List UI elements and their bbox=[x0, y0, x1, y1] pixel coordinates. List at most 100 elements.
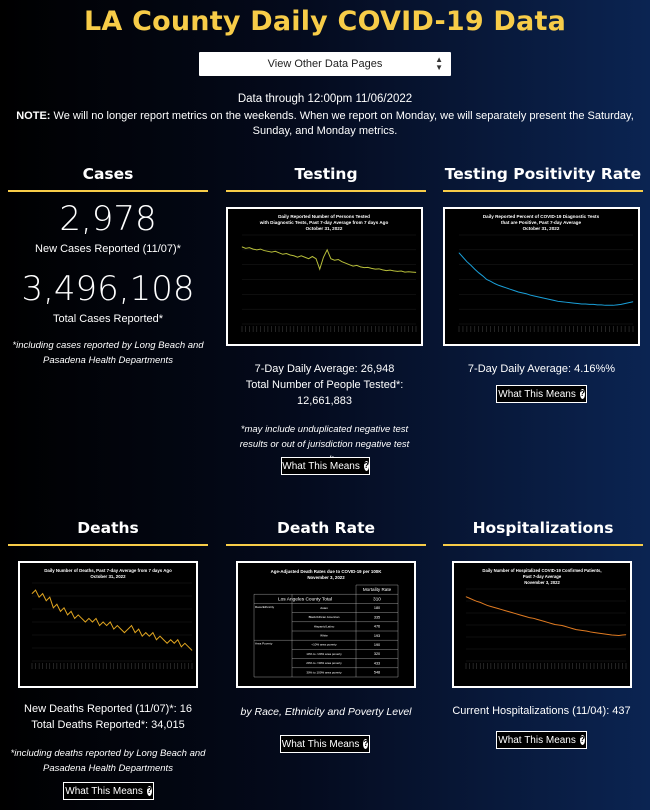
table-row-value: 548 bbox=[374, 671, 380, 675]
data-point bbox=[490, 606, 492, 607]
data-point bbox=[42, 593, 43, 594]
data-point bbox=[304, 257, 306, 258]
data-point bbox=[315, 258, 317, 259]
data-point bbox=[565, 626, 566, 627]
positivity-what-this-means-button[interactable]: What This Means? bbox=[496, 385, 587, 403]
data-point bbox=[177, 639, 179, 640]
table-group-label: Area Poverty bbox=[255, 642, 273, 646]
data-point bbox=[519, 614, 520, 615]
data-point bbox=[349, 264, 350, 265]
table-row-value: 193 bbox=[374, 634, 380, 638]
death-rate-table-image[interactable]: Age-Adjusted Death Rates due to COVID-19… bbox=[236, 561, 416, 688]
data-point bbox=[363, 267, 365, 268]
data-point bbox=[558, 624, 559, 626]
data-point bbox=[577, 303, 578, 304]
data-point bbox=[609, 305, 610, 306]
data-point bbox=[102, 621, 104, 623]
data-point bbox=[498, 285, 499, 286]
question-icon: ? bbox=[579, 389, 585, 399]
data-point bbox=[170, 639, 171, 640]
hospitalizations-chart[interactable]: Daily Number of Hospitalized COVID-19 Co… bbox=[452, 561, 632, 688]
testing-chart-title-3: October 31, 2022 bbox=[306, 226, 343, 231]
note-text: NOTE: We will no longer report metrics o… bbox=[10, 109, 640, 139]
table-row-value: 190 bbox=[374, 643, 380, 647]
death-rate-what-this-means-button[interactable]: What This Means? bbox=[280, 735, 370, 753]
select-label: View Other Data Pages bbox=[267, 58, 383, 70]
data-point bbox=[458, 252, 460, 254]
testing-what-this-means-button[interactable]: What This Means? bbox=[281, 457, 370, 475]
hospitalizations-what-this-means-button[interactable]: What This Means? bbox=[496, 731, 587, 749]
deaths-what-this-means-button[interactable]: What This Means? bbox=[63, 782, 154, 800]
data-point bbox=[181, 646, 182, 648]
data-point bbox=[573, 302, 574, 304]
data-point bbox=[99, 625, 100, 626]
data-point bbox=[45, 600, 47, 601]
data-point bbox=[529, 617, 531, 619]
deaths-title: Deaths bbox=[77, 519, 139, 537]
deaths-chart[interactable]: Daily Number of Deaths, Past 7-day Avera… bbox=[18, 561, 198, 688]
table-row-label: Black/African American bbox=[309, 615, 340, 619]
testing-average: 7-Day Daily Average: 26,948 bbox=[254, 363, 395, 375]
data-point bbox=[479, 602, 481, 603]
data-point bbox=[345, 262, 346, 264]
data-point bbox=[378, 268, 380, 270]
positivity-average: 7-Day Daily Average: 4.16%% bbox=[467, 363, 616, 375]
positivity-chart[interactable]: Daily Reported Percent of COVID-19 Diagn… bbox=[443, 207, 640, 346]
data-point bbox=[293, 255, 295, 257]
select-arrows-icon: ▲ ▼ bbox=[435, 55, 443, 72]
data-point bbox=[397, 271, 398, 272]
data-point bbox=[616, 304, 618, 306]
data-point bbox=[470, 265, 472, 266]
data-point bbox=[38, 596, 40, 598]
total-cases-label: Total Cases Reported* bbox=[52, 313, 164, 325]
data-point bbox=[526, 616, 527, 618]
death-rate-table-svg: Age-Adjusted Death Rates due to COVID-19… bbox=[253, 569, 399, 678]
data-point bbox=[31, 593, 33, 594]
testing-chart[interactable]: Daily Reported Number of Persons Tested … bbox=[226, 207, 423, 346]
data-point bbox=[352, 265, 354, 267]
table-row-label: Hispanic/Latino bbox=[314, 624, 335, 628]
question-icon: ? bbox=[146, 786, 152, 796]
data-point bbox=[545, 298, 547, 299]
data-point bbox=[605, 305, 606, 306]
data-point bbox=[497, 608, 499, 609]
data-point bbox=[249, 247, 250, 248]
series-line bbox=[465, 596, 627, 637]
data-point bbox=[256, 249, 258, 251]
cases-title: Cases bbox=[82, 165, 134, 183]
question-icon: ? bbox=[363, 739, 369, 749]
deaths-footnote: *including deaths reported by Long Beach… bbox=[10, 748, 206, 774]
data-point bbox=[312, 256, 313, 257]
data-point bbox=[551, 623, 552, 624]
data-point bbox=[529, 294, 531, 296]
table-row-label: 30% to 100% area poverty bbox=[306, 670, 342, 674]
data-point bbox=[159, 635, 161, 637]
data-point bbox=[593, 632, 595, 633]
table-row-label: 20% to <30% area poverty bbox=[306, 661, 342, 665]
data-point bbox=[412, 271, 413, 273]
data-point bbox=[297, 257, 298, 258]
hospitalizations-title: Hospitalizations bbox=[472, 519, 614, 537]
data-point bbox=[191, 650, 193, 651]
data-point bbox=[275, 251, 276, 252]
testing-chart-svg: Daily Reported Number of Persons Tested … bbox=[241, 214, 417, 332]
deaths-button-label: What This Means bbox=[65, 785, 143, 797]
data-point bbox=[476, 601, 477, 602]
death-rate-button-label: What This Means bbox=[281, 738, 360, 750]
data-point bbox=[537, 296, 539, 298]
hospitalizations-button-label: What This Means bbox=[498, 734, 576, 746]
deaths-chart-title-2: October 31, 2022 bbox=[90, 574, 126, 579]
data-point bbox=[615, 635, 616, 636]
positivity-divider bbox=[443, 190, 643, 192]
data-point bbox=[501, 609, 502, 610]
new-cases-label: New Cases Reported (11/07)* bbox=[35, 243, 181, 255]
data-point bbox=[541, 297, 543, 298]
data-point bbox=[628, 302, 630, 303]
data-pages-select[interactable]: View Other Data Pages ▲ ▼ bbox=[199, 52, 451, 76]
data-point bbox=[77, 614, 79, 616]
data-point bbox=[375, 268, 376, 270]
data-point bbox=[241, 246, 243, 248]
data-point bbox=[330, 258, 332, 259]
table-row-label: <10% area poverty bbox=[311, 643, 337, 647]
data-point bbox=[63, 607, 65, 609]
